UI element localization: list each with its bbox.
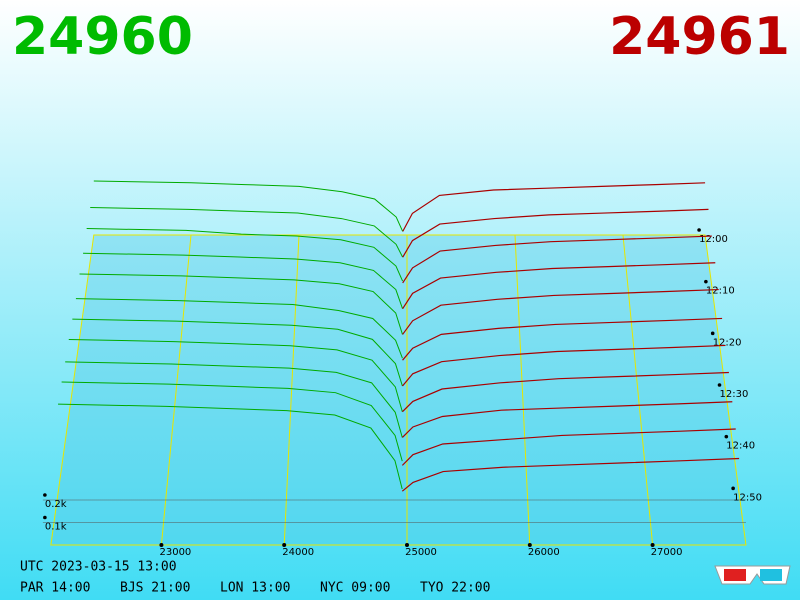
zone-time: BJS 21:00 <box>120 581 190 596</box>
bid-depth-line <box>75 298 403 359</box>
tick-mark <box>405 543 409 547</box>
x-tick-label: 23000 <box>159 547 191 558</box>
bid-depth-line <box>61 381 403 462</box>
ask-depth-line <box>402 317 723 361</box>
zone-time: NYC 09:00 <box>320 581 390 596</box>
x-tick-label: 26000 <box>528 547 560 558</box>
tick-mark <box>282 543 287 547</box>
grid-line <box>160 234 192 546</box>
bid-depth-line <box>79 273 403 335</box>
bid-depth-line <box>90 207 404 258</box>
tick-mark <box>697 228 701 232</box>
grid-line <box>514 234 531 546</box>
ask-price: 24961 <box>609 7 790 67</box>
time-tick-label: 12:20 <box>713 337 742 348</box>
bid-depth-line <box>72 318 403 387</box>
x-tick-label: 27000 <box>651 547 683 558</box>
tick-mark <box>159 543 164 547</box>
zone-time: TYO 22:00 <box>420 581 490 596</box>
depth-plane <box>50 234 747 546</box>
depth-tick-label: 0.1k <box>45 522 67 533</box>
tick-mark <box>731 486 735 491</box>
time-tick-label: 12:50 <box>733 492 762 503</box>
time-tick-label: 12:10 <box>706 286 735 297</box>
depth-tick-label: 0.2k <box>45 499 67 510</box>
ask-depth-line <box>402 208 709 258</box>
tick-mark <box>710 331 715 336</box>
glasses-icon <box>714 565 791 585</box>
tick-mark <box>527 543 532 547</box>
tick-mark <box>43 515 47 520</box>
utc-time: UTC 2023-03-15 13:00 <box>20 560 177 575</box>
tick-mark <box>43 493 47 497</box>
x-tick-label: 25000 <box>405 547 437 558</box>
bid-depth-line <box>93 180 404 232</box>
ask-depth-line <box>402 344 726 387</box>
bid-depth-line <box>83 252 404 309</box>
bid-depth-line <box>65 361 403 438</box>
ask-depth-line <box>402 288 719 335</box>
ask-depth-line <box>402 262 716 310</box>
ask-depth-line <box>401 401 733 438</box>
ask-depth-line <box>402 182 706 232</box>
ask-depth-line <box>402 371 729 413</box>
x-tick-label: 24000 <box>282 547 314 558</box>
zone-time: LON 13:00 <box>220 581 290 596</box>
time-tick-label: 12:30 <box>720 389 749 400</box>
grid-line <box>622 234 654 546</box>
bid-depth-line <box>68 339 403 412</box>
ask-depth-line <box>402 235 712 284</box>
time-tick-label: 12:40 <box>726 441 755 452</box>
tick-mark <box>704 279 708 284</box>
bid-depth-line <box>86 228 404 282</box>
ask-depth-line <box>401 457 740 492</box>
grid-line <box>283 234 300 546</box>
time-tick-label: 12:00 <box>699 234 728 245</box>
bid-price: 24960 <box>12 7 193 67</box>
ask-depth-line <box>401 428 736 466</box>
bid-depth-line <box>58 403 403 490</box>
tick-mark <box>717 383 722 387</box>
tick-mark <box>650 543 655 547</box>
tick-mark <box>724 434 729 439</box>
zone-time: PAR 14:00 <box>20 581 90 596</box>
